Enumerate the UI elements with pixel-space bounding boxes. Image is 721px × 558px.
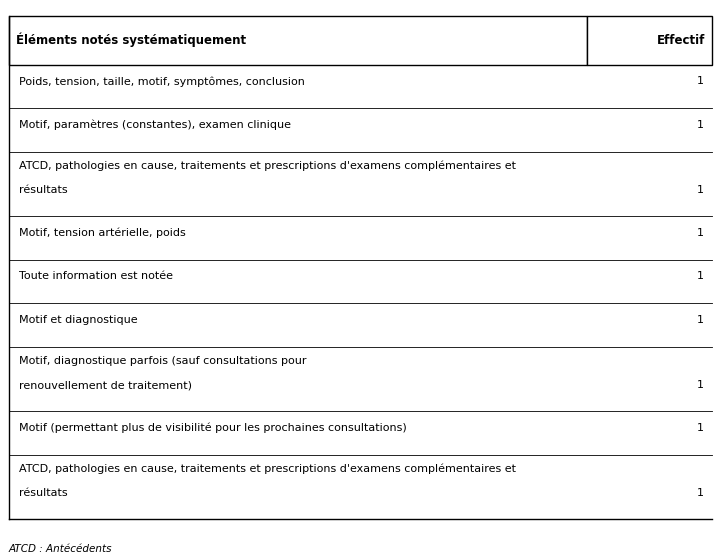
Text: 1: 1 bbox=[696, 228, 704, 238]
Text: 1: 1 bbox=[696, 422, 704, 432]
Bar bbox=[9, 16, 587, 65]
Text: ATCD, pathologies en cause, traitements et prescriptions d'examens complémentair: ATCD, pathologies en cause, traitements … bbox=[19, 161, 516, 171]
Text: 1: 1 bbox=[696, 315, 704, 325]
Text: Effectif: Effectif bbox=[657, 33, 705, 47]
Text: 1: 1 bbox=[696, 76, 704, 86]
Text: 1: 1 bbox=[696, 488, 704, 498]
Text: 1: 1 bbox=[696, 120, 704, 130]
Text: 1: 1 bbox=[696, 271, 704, 281]
Text: Éléments notés systématiquement: Éléments notés systématiquement bbox=[16, 33, 246, 47]
Text: Motif (permettant plus de visibilité pour les prochaines consultations): Motif (permettant plus de visibilité pou… bbox=[19, 422, 407, 433]
Text: Poids, tension, taille, motif, symptômes, conclusion: Poids, tension, taille, motif, symptômes… bbox=[19, 76, 305, 86]
Text: Motif et diagnostique: Motif et diagnostique bbox=[19, 315, 138, 325]
Text: Motif, tension artérielle, poids: Motif, tension artérielle, poids bbox=[19, 228, 186, 238]
Text: renouvellement de traitement): renouvellement de traitement) bbox=[19, 381, 193, 390]
Text: Motif, paramètres (constantes), examen clinique: Motif, paramètres (constantes), examen c… bbox=[19, 119, 291, 130]
Text: 1: 1 bbox=[696, 381, 704, 390]
Text: Motif, diagnostique parfois (sauf consultations pour: Motif, diagnostique parfois (sauf consul… bbox=[19, 356, 307, 366]
Text: 1: 1 bbox=[696, 185, 704, 195]
Bar bbox=[587, 16, 712, 65]
Text: Toute information est notée: Toute information est notée bbox=[19, 271, 174, 281]
Text: résultats: résultats bbox=[19, 185, 68, 195]
Text: résultats: résultats bbox=[19, 488, 68, 498]
Text: ATCD : Antécédents: ATCD : Antécédents bbox=[9, 544, 112, 554]
Text: ATCD, pathologies en cause, traitements et prescriptions d'examens complémentair: ATCD, pathologies en cause, traitements … bbox=[19, 464, 516, 474]
